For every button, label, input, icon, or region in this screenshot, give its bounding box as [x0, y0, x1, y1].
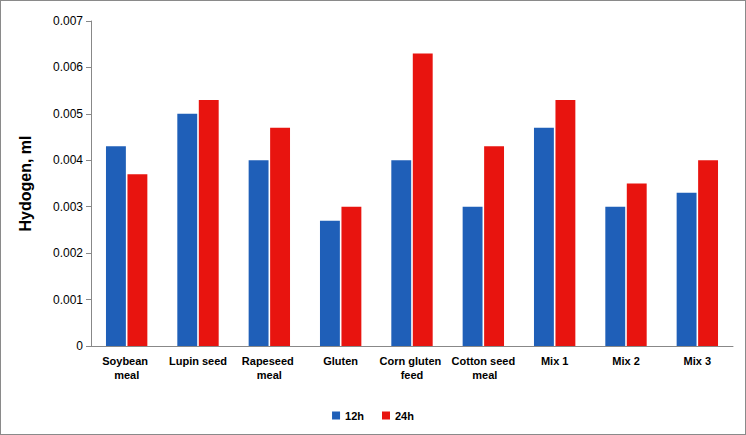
svg-text:Cotton seed: Cotton seed [452, 355, 516, 367]
svg-text:meal: meal [469, 369, 497, 381]
svg-text:0.003: 0.003 [53, 200, 83, 214]
svg-text:0.004: 0.004 [53, 153, 83, 167]
svg-text:12h: 12h [345, 410, 364, 422]
svg-text:Hydogen, ml: Hydogen, ml [17, 135, 34, 231]
svg-text:meal: meal [114, 369, 139, 381]
svg-text:Soybean: Soybean [102, 355, 151, 367]
svg-text:0.007: 0.007 [53, 14, 83, 28]
svg-text:0.006: 0.006 [53, 60, 83, 74]
svg-text:Gluten: Gluten [323, 355, 358, 367]
svg-text:0.002: 0.002 [53, 246, 83, 260]
svg-text:feed: feed [401, 369, 424, 381]
svg-text:Mix 3: Mix 3 [684, 355, 712, 367]
svg-text:0.005: 0.005 [53, 107, 83, 121]
svg-text:0: 0 [76, 339, 83, 353]
svg-text:0.001: 0.001 [53, 293, 83, 307]
svg-text:Mix 2: Mix 2 [612, 355, 640, 367]
svg-text:Rapeseed: Rapeseed [242, 355, 297, 367]
svg-text:Mix 1: Mix 1 [541, 355, 569, 367]
svg-text:Corn gluten: Corn gluten [380, 355, 445, 367]
svg-text:Lupin seed: Lupin seed [169, 355, 227, 367]
svg-text:meal: meal [257, 369, 282, 381]
svg-text:24h: 24h [395, 410, 414, 422]
